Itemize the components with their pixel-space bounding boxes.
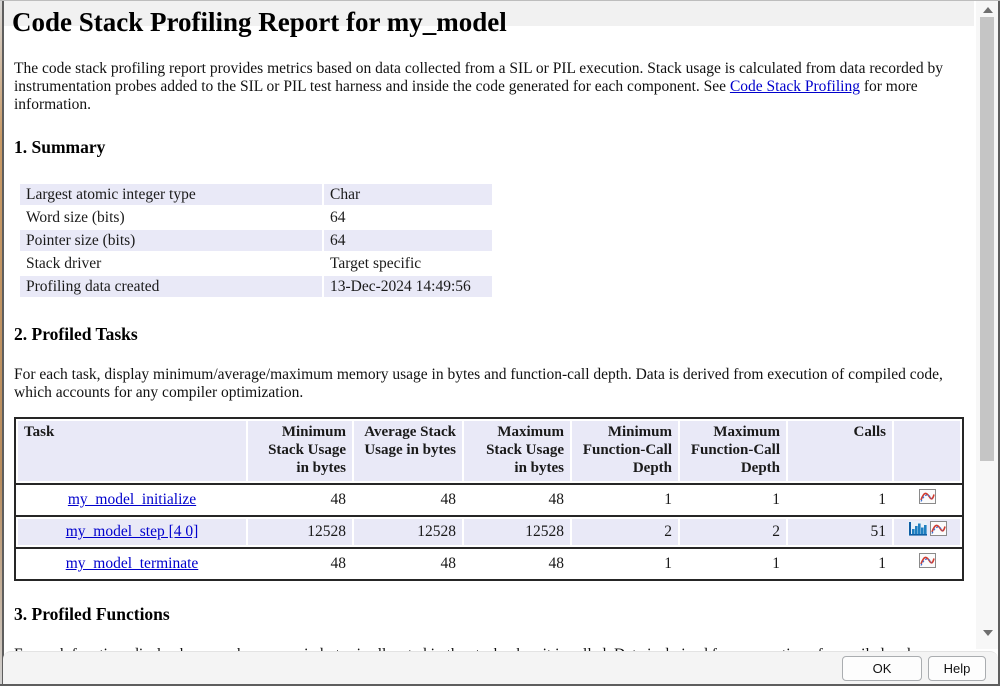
functions-heading: 3. Profiled Functions bbox=[14, 604, 170, 624]
functions-description: For each function, display how much memo… bbox=[14, 646, 956, 652]
summary-value: Char bbox=[324, 184, 492, 205]
summary-label: Profiling data created bbox=[20, 276, 322, 297]
charts-cell bbox=[894, 487, 960, 513]
table-row: my_model_terminate 48 48 48 1 1 1 bbox=[16, 547, 962, 579]
scroll-up-icon[interactable] bbox=[983, 7, 993, 13]
task-cell: my_model_terminate bbox=[18, 551, 246, 577]
summary-table: Largest atomic integer type Char Word si… bbox=[18, 182, 494, 299]
summary-row: Word size (bits) 64 bbox=[20, 207, 492, 228]
line-chart-icon[interactable] bbox=[929, 519, 947, 545]
calls-cell: 1 bbox=[878, 555, 886, 572]
calls-cell: 51 bbox=[788, 519, 892, 545]
summary-row: Largest atomic integer type Char bbox=[20, 184, 492, 205]
avg-stack-cell: 48 bbox=[440, 491, 457, 508]
column-header-avg-stack: Average Stack Usage in bytes bbox=[354, 421, 462, 481]
charts-cell bbox=[894, 551, 960, 577]
window-border-bottom bbox=[0, 684, 1000, 686]
tasks-table: Task Minimum Stack Usage in bytes Averag… bbox=[14, 417, 964, 581]
tasks-table-header: Task Minimum Stack Usage in bytes Averag… bbox=[16, 419, 962, 483]
min-stack-cell: 12528 bbox=[248, 519, 352, 545]
min-depth-cell: 1 bbox=[664, 491, 672, 508]
max-stack-cell: 48 bbox=[548, 555, 565, 572]
ok-button[interactable]: OK bbox=[842, 656, 922, 681]
scrollbar-thumb[interactable] bbox=[980, 17, 994, 461]
tasks-description: For each task, display minimum/average/m… bbox=[14, 366, 943, 401]
max-stack-cell: 48 bbox=[548, 491, 565, 508]
summary-label: Stack driver bbox=[26, 254, 102, 272]
charts-cell bbox=[894, 519, 960, 545]
table-row: my_model_step [4 0] 12528 12528 12528 2 … bbox=[16, 515, 962, 547]
column-header-task: Task bbox=[18, 421, 246, 481]
column-header-max-depth: Maximum Function-Call Depth bbox=[680, 421, 786, 481]
task-cell: my_model_initialize bbox=[18, 487, 246, 513]
column-header-charts bbox=[894, 421, 960, 481]
avg-stack-cell: 48 bbox=[440, 555, 457, 572]
summary-row: Stack driver Target specific bbox=[20, 253, 492, 274]
column-header-min-stack: Minimum Stack Usage in bytes bbox=[248, 421, 352, 481]
page-title: Code Stack Profiling Report for my_model bbox=[12, 7, 507, 37]
min-depth-cell: 1 bbox=[664, 555, 672, 572]
help-button[interactable]: Help bbox=[928, 656, 986, 681]
summary-label: Word size (bits) bbox=[26, 208, 125, 226]
window-border-left bbox=[2, 0, 4, 686]
task-cell: my_model_step [4 0] bbox=[18, 519, 246, 545]
window-border-top bbox=[0, 0, 1000, 1]
summary-label: Pointer size (bits) bbox=[20, 230, 322, 251]
max-depth-cell: 1 bbox=[772, 491, 780, 508]
max-depth-cell: 2 bbox=[680, 519, 786, 545]
avg-stack-cell: 12528 bbox=[354, 519, 462, 545]
task-link-terminate[interactable]: my_model_terminate bbox=[65, 555, 199, 572]
column-header-max-stack: Maximum Stack Usage in bytes bbox=[464, 421, 570, 481]
summary-value: 13-Dec-2024 14:49:56 bbox=[324, 276, 492, 297]
column-header-min-depth: Minimum Function-Call Depth bbox=[572, 421, 678, 481]
min-stack-cell: 48 bbox=[330, 491, 347, 508]
summary-row: Profiling data created 13-Dec-2024 14:49… bbox=[20, 276, 492, 297]
max-stack-cell: 12528 bbox=[464, 519, 570, 545]
max-depth-cell: 1 bbox=[772, 555, 780, 572]
report-content: Code Stack Profiling Report for my_model… bbox=[4, 1, 974, 652]
scroll-down-icon[interactable] bbox=[983, 630, 993, 636]
line-chart-icon[interactable] bbox=[918, 551, 936, 577]
summary-value: 64 bbox=[330, 208, 346, 226]
summary-label: Largest atomic integer type bbox=[20, 184, 322, 205]
min-depth-cell: 2 bbox=[572, 519, 678, 545]
tasks-heading: 2. Profiled Tasks bbox=[14, 324, 138, 344]
title-background-band bbox=[4, 1, 974, 26]
line-chart-icon[interactable] bbox=[918, 487, 936, 513]
dialog-footer: OK Help bbox=[3, 651, 998, 684]
intro-paragraph: The code stack profiling report provides… bbox=[14, 60, 956, 114]
column-header-calls: Calls bbox=[788, 421, 892, 481]
task-link-step[interactable]: my_model_step [4 0] bbox=[65, 523, 199, 540]
table-row: my_model_initialize 48 48 48 1 1 1 bbox=[16, 483, 962, 515]
summary-row: Pointer size (bits) 64 bbox=[20, 230, 492, 251]
summary-value: Target specific bbox=[330, 254, 422, 272]
window-border-right bbox=[998, 0, 1000, 686]
summary-value: 64 bbox=[324, 230, 492, 251]
bar-chart-icon[interactable] bbox=[907, 519, 927, 545]
calls-cell: 1 bbox=[878, 491, 886, 508]
vertical-scrollbar[interactable] bbox=[976, 1, 998, 649]
min-stack-cell: 48 bbox=[330, 555, 347, 572]
summary-heading: 1. Summary bbox=[14, 137, 106, 157]
window-edge-backdrop bbox=[0, 0, 2, 686]
task-link-initialize[interactable]: my_model_initialize bbox=[67, 491, 197, 508]
intro-text-after: for more information. bbox=[14, 78, 918, 113]
intro-text-before: The code stack profiling report provides… bbox=[14, 60, 943, 95]
code-stack-profiling-link[interactable]: Code Stack Profiling bbox=[729, 78, 860, 95]
